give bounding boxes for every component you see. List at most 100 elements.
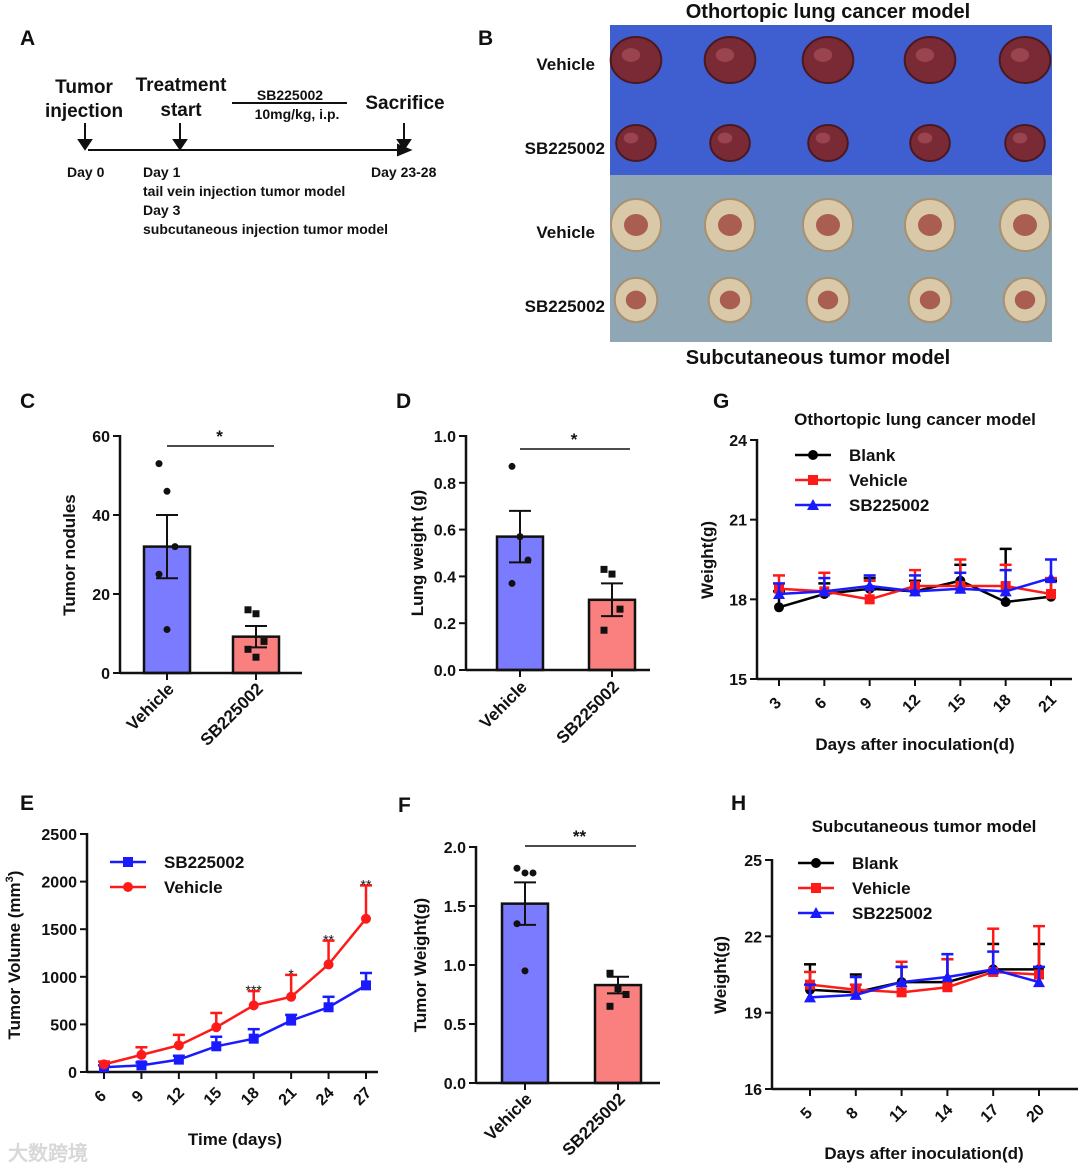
bar-sb225002 xyxy=(593,983,643,1085)
circle-marker xyxy=(123,882,133,892)
y-tick-label: 0.0 xyxy=(434,663,456,680)
significance-label: * xyxy=(288,966,294,982)
y-tick-label: 40 xyxy=(92,508,110,525)
y-tick-label: 500 xyxy=(50,1017,77,1034)
day-end-label: Day 23-28 xyxy=(371,164,437,180)
lung-specimen xyxy=(807,124,849,162)
square-marker xyxy=(260,637,268,645)
square-marker xyxy=(942,982,953,993)
circle-marker xyxy=(811,858,821,868)
subcutaneous-tumor-core xyxy=(719,290,741,310)
circle-marker xyxy=(163,487,171,495)
lung-specimen-highlight xyxy=(621,48,641,62)
lung-specimen-highlight xyxy=(813,48,833,62)
x-tick-label: 5 xyxy=(798,1105,816,1123)
circle-marker xyxy=(521,967,529,975)
tumor-injection-label: Tumor xyxy=(55,77,113,98)
x-tick-label: 9 xyxy=(857,695,875,713)
y-tick-label: 1.5 xyxy=(444,899,466,916)
y-tick-label: 1000 xyxy=(41,970,77,987)
y-tick-label: 1500 xyxy=(41,922,77,939)
square-marker xyxy=(616,605,624,613)
x-tick-label: 18 xyxy=(238,1084,263,1109)
triangle-marker xyxy=(1045,572,1057,584)
circle-marker xyxy=(513,920,521,928)
square-marker xyxy=(811,883,821,893)
chart-g: 15 18 21 24 Weight(g) 3 6 9 12 15 18 21 Blank Vehicle… xyxy=(698,410,1072,754)
y-tick-label: 2.0 xyxy=(444,840,466,857)
square-marker xyxy=(1046,589,1056,600)
circle-marker xyxy=(524,556,532,564)
x-tick-label: Vehicle xyxy=(476,677,531,732)
circle-marker xyxy=(513,864,521,872)
series-line xyxy=(809,968,1040,999)
y-tick-label: 18 xyxy=(729,592,747,609)
subcutaneous-tumor-core xyxy=(1014,290,1036,310)
square-marker xyxy=(244,606,252,614)
circle-marker xyxy=(155,570,163,578)
y-axis-label-end: ) xyxy=(5,871,24,877)
circle-marker xyxy=(286,991,297,1002)
y-tick-label: 19 xyxy=(744,1006,762,1023)
x-tick-label: 12 xyxy=(900,691,925,716)
legend-label: Vehicle xyxy=(164,878,223,897)
series-vehicle xyxy=(98,884,372,1070)
row-label-vehicle-lung: Vehicle xyxy=(536,55,595,74)
x-tick-label: 21 xyxy=(276,1084,301,1109)
triangle-marker xyxy=(1033,976,1045,988)
panel-letter-a: A xyxy=(20,27,35,50)
circle-marker xyxy=(1000,596,1011,607)
y-axis-label: Weight(g) xyxy=(711,936,730,1014)
x-tick-label: 8 xyxy=(843,1105,861,1123)
legend-label: Vehicle xyxy=(849,471,908,490)
square-marker xyxy=(896,987,907,998)
chart-e: 0 500 1000 1500 2000 2500 Tumor Volume (mm3) 6 9… xyxy=(4,827,378,1149)
triangle-marker xyxy=(987,963,1000,975)
circle-marker xyxy=(155,460,163,468)
y-axis-label: Weight(g) xyxy=(698,521,717,599)
chart-c: Vehicle SB225002 * 0 20 40 60 Tumor nodules xyxy=(60,427,302,750)
legend-label: Blank xyxy=(852,854,899,873)
legend-label: Vehicle xyxy=(852,879,911,898)
circle-marker xyxy=(136,1049,147,1060)
circle-marker xyxy=(361,913,371,924)
lung-specimen-highlight xyxy=(715,48,735,62)
x-tick-label: 27 xyxy=(351,1084,376,1109)
arrow-down-icon xyxy=(172,139,188,151)
square-marker xyxy=(248,1033,259,1044)
legend-label: SB225002 xyxy=(164,853,244,872)
x-tick-label: 9 xyxy=(129,1088,147,1106)
lung-specimen-highlight xyxy=(623,132,639,144)
day1-note: tail vein injection tumor model xyxy=(143,183,345,199)
arrow-down-icon xyxy=(77,139,93,151)
x-tick-label: 15 xyxy=(945,691,970,716)
significance-label: * xyxy=(216,427,223,446)
significance-label: *** xyxy=(246,982,263,998)
subcutaneous-tumor-core xyxy=(1013,214,1037,236)
lung-specimen-highlight xyxy=(915,48,935,62)
chart-title: Othortopic lung cancer model xyxy=(794,410,1036,429)
y-axis-label: Tumor nodules xyxy=(60,494,79,616)
triangle-marker xyxy=(909,585,921,597)
y-axis-label: Tumor Volume (mm3) xyxy=(4,871,24,1040)
subcutaneous-tumor-core xyxy=(625,290,647,310)
circle-marker xyxy=(99,1059,109,1070)
panel-letter-e: E xyxy=(20,792,34,815)
x-tick-label: 17 xyxy=(978,1101,1003,1126)
lung-specimen xyxy=(1004,124,1046,162)
panel-letter-g: G xyxy=(713,390,729,413)
square-marker xyxy=(600,565,608,573)
square-marker xyxy=(211,1041,222,1052)
photo-top-title: Othortopic lung cancer model xyxy=(686,1,970,23)
x-tick-label: Vehicle xyxy=(123,679,178,734)
panel-letter-b: B xyxy=(478,27,493,50)
day3-label: Day 3 xyxy=(143,202,181,218)
timeline-diagram: Tumor injection Treatment start SB225002… xyxy=(45,75,445,237)
y-tick-label: 25 xyxy=(744,853,762,870)
lung-specimen-highlight xyxy=(815,132,831,144)
panel-letter-c: C xyxy=(20,390,35,413)
circle-marker xyxy=(323,959,334,970)
timeline-arrows xyxy=(77,123,413,157)
x-tick-label: 18 xyxy=(990,691,1015,716)
y-tick-label: 1.0 xyxy=(434,429,456,446)
